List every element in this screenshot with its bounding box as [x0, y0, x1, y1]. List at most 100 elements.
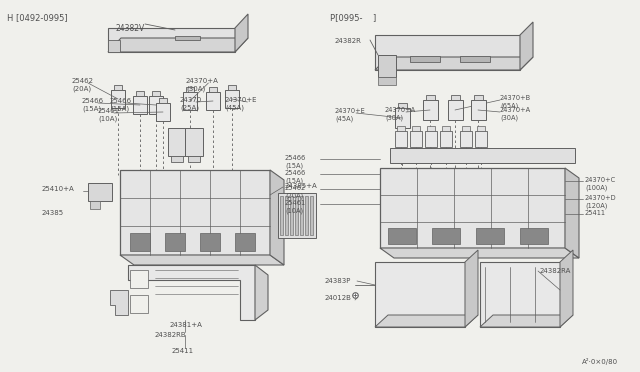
Bar — [114, 85, 122, 90]
Text: 24382R: 24382R — [335, 38, 362, 44]
Polygon shape — [375, 315, 478, 327]
Bar — [90, 201, 100, 209]
Bar — [235, 233, 255, 251]
Bar — [152, 91, 160, 96]
Text: 25411: 25411 — [585, 210, 606, 216]
Text: 24370+E
(45A): 24370+E (45A) — [225, 97, 257, 110]
Text: 25466
(15A): 25466 (15A) — [82, 98, 104, 112]
Text: 24012B: 24012B — [325, 295, 352, 301]
Bar — [388, 228, 416, 244]
Bar — [300, 196, 303, 235]
Bar — [477, 126, 485, 131]
Text: A²·0×0/80: A²·0×0/80 — [582, 358, 618, 365]
Text: 24370+B
(65A): 24370+B (65A) — [500, 95, 531, 109]
Bar — [200, 233, 220, 251]
Bar — [460, 131, 472, 147]
Bar — [480, 262, 560, 327]
Bar — [471, 100, 486, 120]
Bar — [156, 103, 170, 121]
Text: 25411: 25411 — [172, 348, 194, 354]
Polygon shape — [520, 22, 533, 70]
Text: 24370+A
(30A): 24370+A (30A) — [385, 107, 416, 121]
Text: 25466
(15A): 25466 (15A) — [285, 170, 307, 183]
Bar — [520, 228, 548, 244]
Bar — [183, 92, 197, 110]
Bar — [120, 170, 270, 255]
Text: 24382RA: 24382RA — [540, 268, 572, 274]
Text: 24370+E
(45A): 24370+E (45A) — [335, 108, 365, 122]
Bar — [426, 95, 435, 100]
Bar — [440, 131, 452, 147]
Bar — [425, 131, 437, 147]
Bar — [185, 128, 203, 156]
Polygon shape — [108, 38, 248, 52]
Polygon shape — [410, 56, 440, 62]
Polygon shape — [565, 168, 579, 258]
Polygon shape — [110, 290, 128, 315]
Bar — [375, 262, 465, 327]
Bar — [442, 126, 450, 131]
Bar — [427, 126, 435, 131]
Polygon shape — [460, 56, 490, 62]
Bar — [209, 87, 217, 92]
Text: 25462
(20A): 25462 (20A) — [72, 78, 94, 92]
Text: 24385+A: 24385+A — [285, 183, 317, 189]
Bar — [206, 92, 220, 110]
Bar — [448, 100, 463, 120]
Bar — [410, 131, 422, 147]
Bar — [130, 295, 148, 313]
Bar — [398, 103, 407, 108]
Polygon shape — [175, 36, 200, 40]
Bar — [476, 228, 504, 244]
Text: 24385: 24385 — [42, 210, 64, 216]
Text: P[0995-    ]: P[0995- ] — [330, 13, 376, 22]
Bar — [295, 196, 298, 235]
Text: 24383P: 24383P — [325, 278, 351, 284]
Bar — [310, 196, 313, 235]
Bar — [462, 126, 470, 131]
Bar — [186, 87, 194, 92]
Text: H [0492-0995]: H [0492-0995] — [7, 13, 68, 22]
Bar — [149, 96, 163, 114]
Text: 25466
(15A): 25466 (15A) — [110, 98, 132, 112]
Text: 24370+A
(30A): 24370+A (30A) — [186, 78, 219, 92]
Polygon shape — [108, 28, 235, 52]
Text: 24370
(25A): 24370 (25A) — [180, 97, 202, 110]
Text: 24370+A
(30A): 24370+A (30A) — [500, 107, 531, 121]
Bar — [280, 196, 283, 235]
Polygon shape — [480, 315, 573, 327]
Text: 25461
(10A): 25461 (10A) — [98, 108, 120, 122]
Polygon shape — [270, 170, 284, 265]
Bar — [285, 196, 288, 235]
Bar — [136, 91, 144, 96]
Polygon shape — [128, 265, 255, 320]
Bar — [475, 131, 487, 147]
Bar — [165, 233, 185, 251]
Text: 25461
(10A): 25461 (10A) — [285, 200, 306, 214]
Text: 24370+D
(120A): 24370+D (120A) — [585, 195, 616, 208]
Bar — [278, 193, 316, 238]
Bar — [225, 90, 239, 108]
Bar — [378, 55, 396, 77]
Polygon shape — [375, 57, 533, 70]
Text: 25410+A: 25410+A — [42, 186, 75, 192]
Bar — [133, 96, 147, 114]
Bar — [474, 95, 483, 100]
Polygon shape — [375, 35, 520, 70]
Text: 25466
(15A): 25466 (15A) — [285, 155, 307, 169]
Bar — [432, 228, 460, 244]
Bar — [305, 196, 308, 235]
Bar — [395, 131, 407, 147]
Bar — [130, 270, 148, 288]
Polygon shape — [465, 250, 478, 327]
Bar — [380, 168, 565, 248]
Text: 24382RB: 24382RB — [155, 332, 187, 338]
Bar — [423, 100, 438, 120]
Bar — [290, 196, 293, 235]
Bar — [171, 156, 183, 162]
Bar — [228, 85, 236, 90]
Polygon shape — [255, 265, 268, 320]
Polygon shape — [235, 14, 248, 52]
Bar — [451, 95, 460, 100]
Text: 24382V: 24382V — [115, 24, 144, 33]
